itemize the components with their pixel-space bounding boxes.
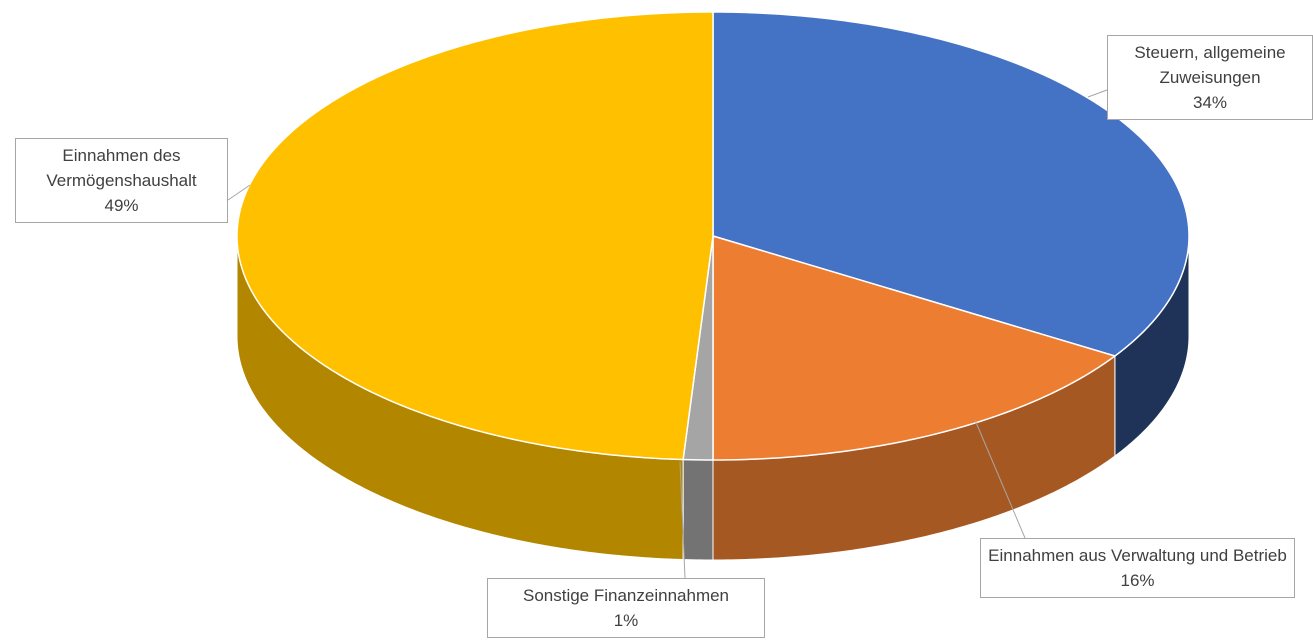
value-label: 16% xyxy=(1120,571,1155,590)
leader-line xyxy=(679,461,686,579)
leader-line xyxy=(227,184,251,201)
category-label: Einnahmen des Vermögenshaushalt xyxy=(46,146,197,190)
leader-line xyxy=(1087,89,1108,98)
data-label: Einnahmen aus Verwaltung und Betrieb 16% xyxy=(980,538,1295,598)
slice xyxy=(712,234,1117,461)
value-label: 34% xyxy=(1192,93,1228,112)
data-label: Steuern, allgemeine Zuweisungen 34% xyxy=(1107,35,1313,120)
category-label: Einnahmen aus Verwaltung und Betrieb xyxy=(988,546,1287,565)
value-label: 49% xyxy=(104,196,139,215)
category-label: Steuern, allgemeine Zuweisungen xyxy=(1134,43,1286,87)
slice-side xyxy=(682,459,714,561)
category-label: Sonstige Finanzeinnahmen xyxy=(522,586,730,605)
slice xyxy=(236,11,714,461)
data-label: Einnahmen des Vermögenshaushalt 49% xyxy=(15,138,228,223)
value-label: 1% xyxy=(613,611,639,630)
leader-line xyxy=(974,419,1026,539)
data-label: Sonstige Finanzeinnahmen 1% xyxy=(487,578,765,638)
slice xyxy=(712,11,1190,357)
